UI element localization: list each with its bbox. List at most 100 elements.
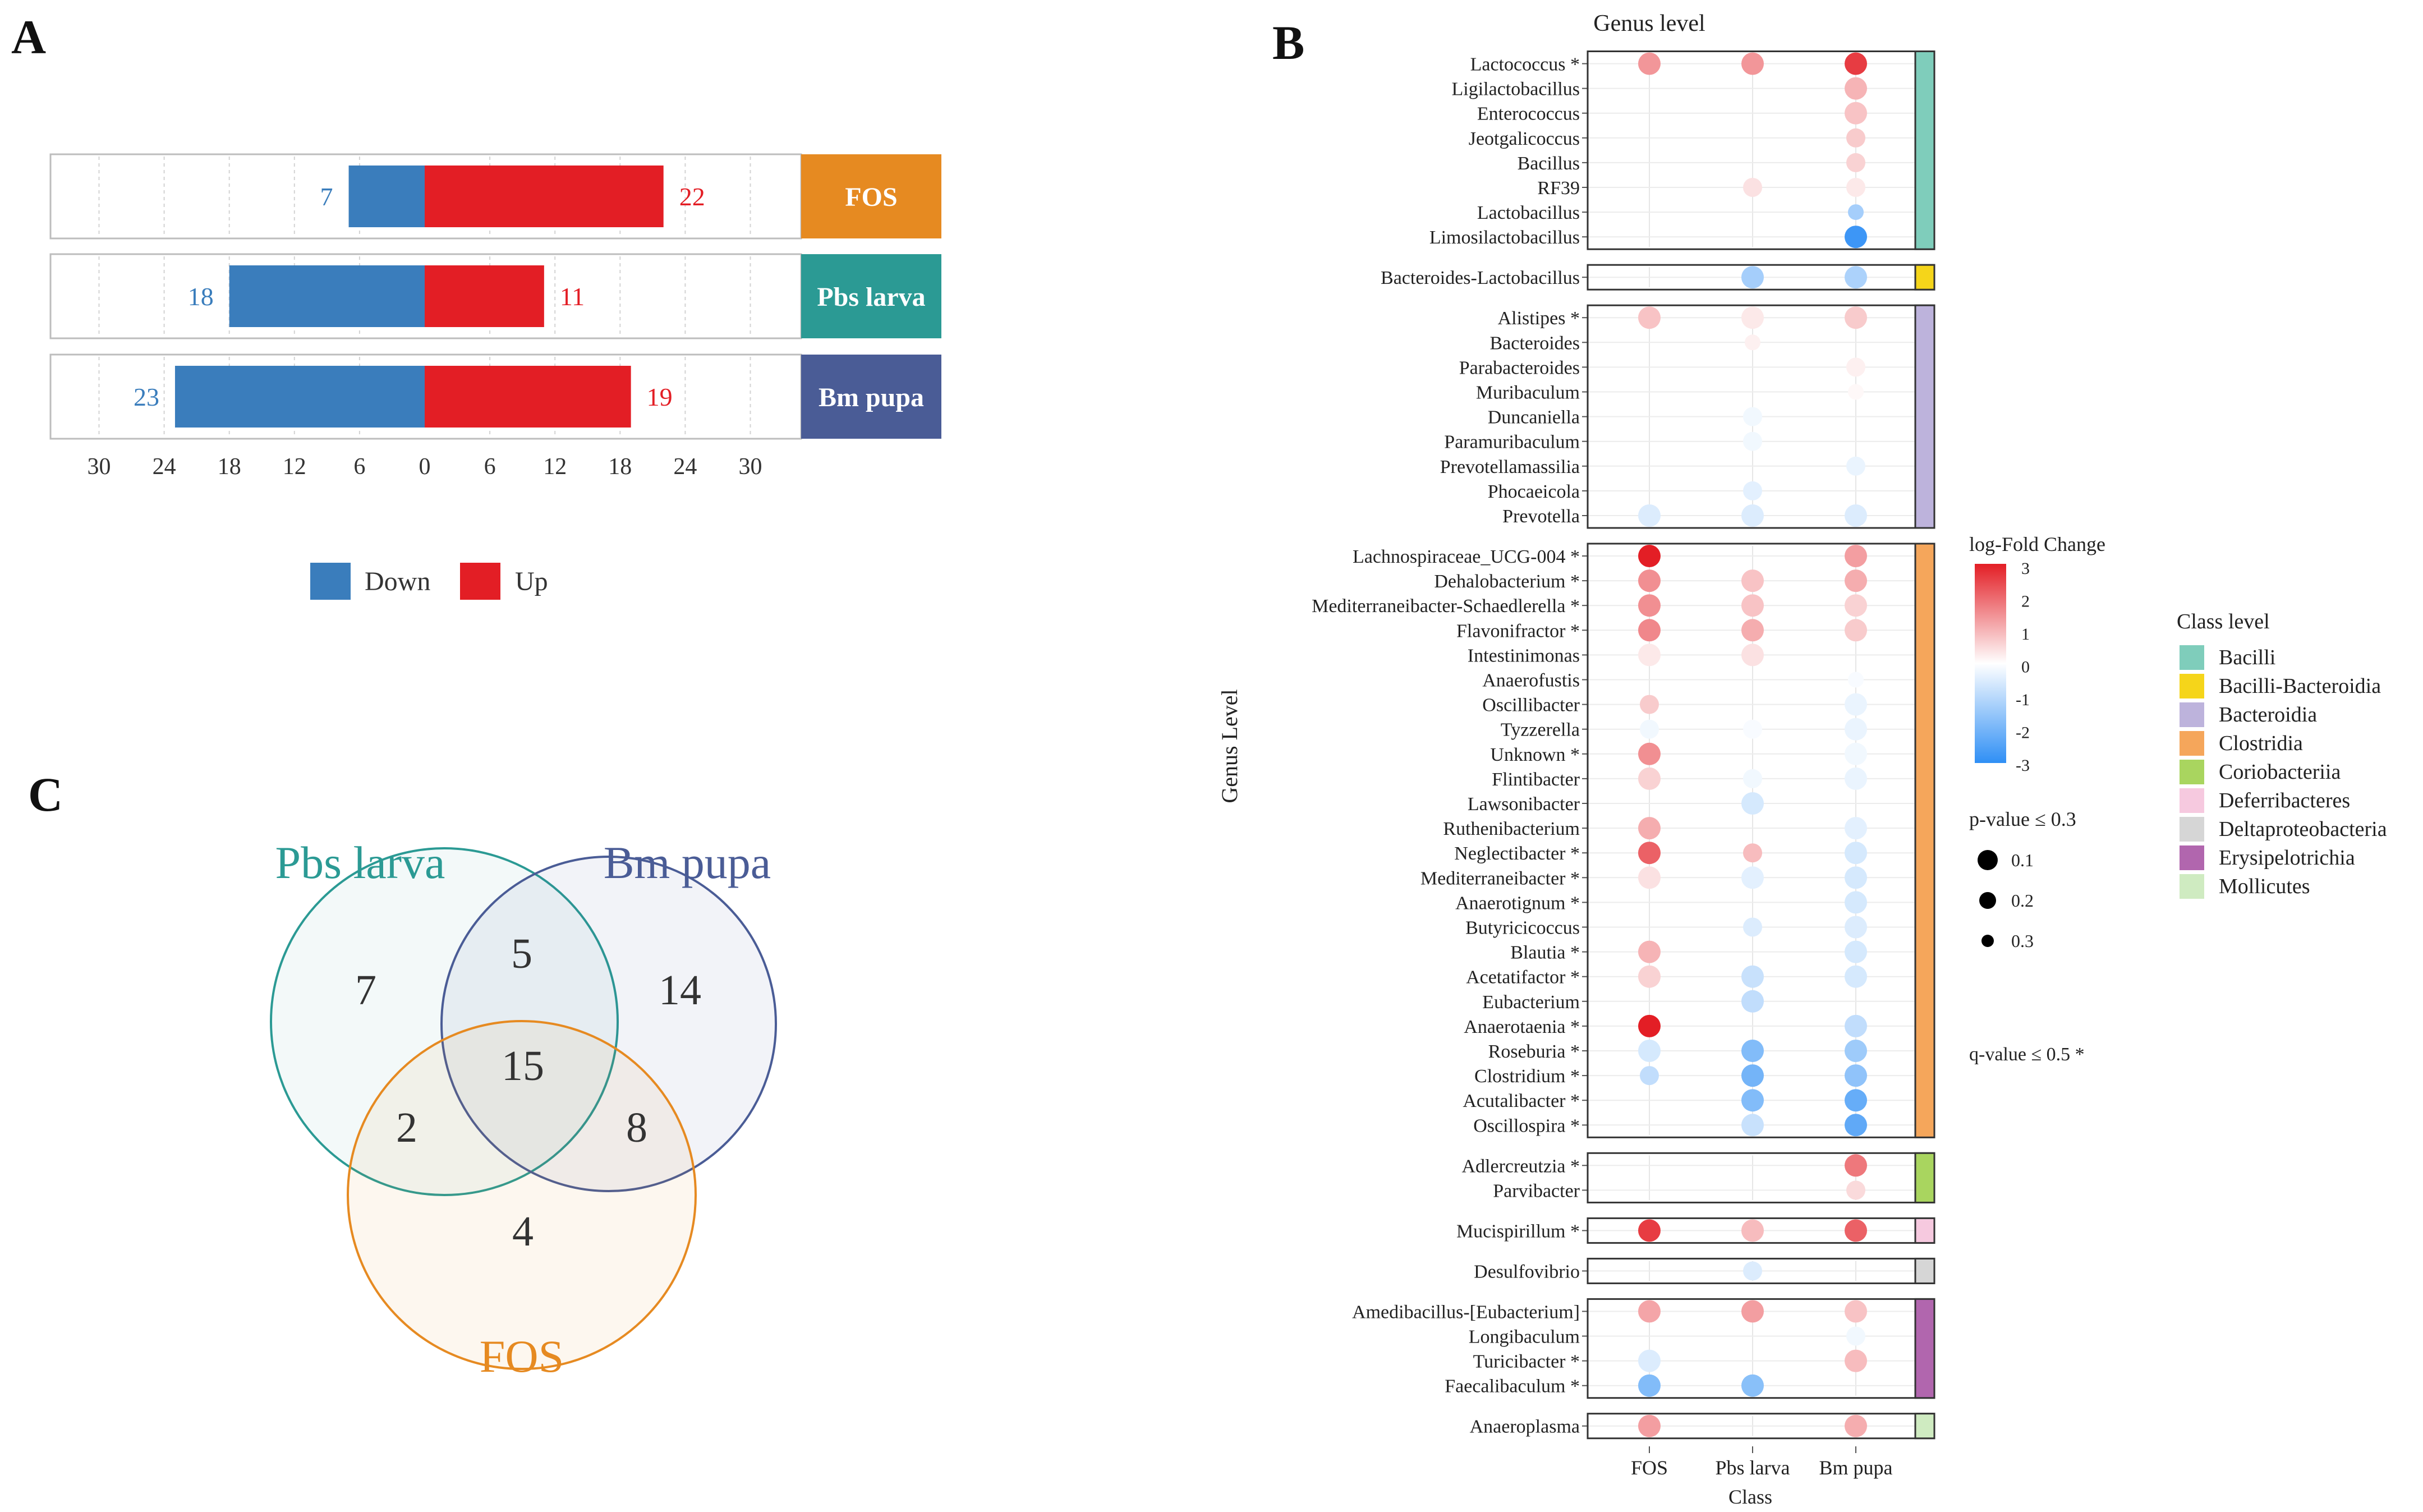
- fold-change-dot: [1846, 357, 1865, 377]
- category-strip: [801, 254, 941, 338]
- data-label-up: 22: [679, 182, 705, 211]
- fold-change-dot: [1845, 1414, 1867, 1437]
- genus-label: Lactococcus *: [1470, 54, 1580, 75]
- fold-change-dot: [1741, 1064, 1764, 1087]
- fold-change-dot: [1638, 965, 1661, 988]
- fold-change-dot: [1741, 792, 1764, 815]
- fold-change-dot: [1638, 619, 1661, 642]
- color-legend-tick: 0: [2021, 658, 2030, 677]
- genus-label: Bacteroides-Lactobacillus: [1381, 268, 1580, 288]
- genus-label: Ruthenibacterium: [1443, 819, 1580, 839]
- class-legend-label: Bacilli-Bacteroidia: [2219, 674, 2381, 698]
- class-legend-label: Coriobacteriia: [2219, 760, 2341, 784]
- fold-change-dot: [1741, 306, 1764, 329]
- fold-change-dot: [1741, 866, 1764, 889]
- fold-change-dot: [1845, 545, 1867, 567]
- fold-change-dot: [1638, 1300, 1661, 1323]
- genus-label: Enterococcus: [1477, 104, 1580, 125]
- fold-change-dot: [1845, 569, 1867, 592]
- legend-label-up: Up: [515, 567, 548, 596]
- x-tick-label: 30: [88, 454, 111, 480]
- data-label-up: 11: [560, 282, 585, 311]
- fold-change-dot: [1846, 1180, 1865, 1200]
- fold-change-dot: [1845, 693, 1867, 716]
- genus-label: Flintibacter: [1492, 769, 1580, 790]
- color-legend-title: log-Fold Change: [1969, 533, 2105, 555]
- genus-label: Blautia *: [1510, 943, 1580, 963]
- genus-label: Adlercreutzia *: [1462, 1156, 1580, 1176]
- genus-label: Neglectibacter *: [1454, 843, 1580, 864]
- class-legend-title: Class level: [2177, 610, 2270, 633]
- fold-change-dot: [1638, 1349, 1661, 1372]
- size-legend-label: 0.3: [2011, 931, 2034, 951]
- class-color-bar: [1914, 1413, 1935, 1440]
- color-legend-tick: -2: [2016, 724, 2030, 742]
- genus-label: Oscillospira *: [1473, 1115, 1580, 1136]
- legend-label-down: Down: [365, 567, 430, 596]
- size-legend-dot: [1979, 892, 1996, 909]
- fold-change-dot: [1845, 226, 1867, 249]
- size-legend-dot: [1981, 935, 1994, 947]
- fold-change-dot: [1845, 306, 1867, 329]
- venn-set-label-fos: FOS: [480, 1331, 564, 1382]
- genus-label: Ligilactobacillus: [1452, 79, 1580, 100]
- class-legend-label: Bacteroidia: [2219, 703, 2317, 727]
- fold-change-dot: [1743, 431, 1762, 451]
- venn-count-pbs-bm: 5: [511, 930, 532, 977]
- genus-label: Anaerotaenia *: [1464, 1017, 1580, 1037]
- color-legend-tick: 3: [2021, 559, 2030, 578]
- fold-change-dot: [1845, 102, 1867, 125]
- size-legend-dot: [1978, 850, 1998, 870]
- class-color-bar: [1914, 264, 1935, 291]
- x-tick-label: 0: [419, 454, 431, 480]
- fold-change-dot: [1743, 719, 1762, 739]
- fold-change-dot: [1848, 384, 1864, 400]
- fold-change-dot: [1741, 52, 1764, 75]
- class-legend-swatch: [2180, 645, 2204, 670]
- genus-label: Bacteroides: [1490, 333, 1580, 353]
- column-label: Pbs larva: [1716, 1456, 1790, 1479]
- genus-label: Parvibacter: [1493, 1180, 1580, 1201]
- genus-label: Longibaculum: [1469, 1327, 1580, 1348]
- class-legend-swatch: [2180, 788, 2204, 813]
- fold-change-dot: [1640, 719, 1659, 739]
- fold-change-dot: [1638, 52, 1661, 75]
- fold-change-dot: [1743, 407, 1762, 426]
- color-legend-bar: [1975, 564, 2006, 763]
- panel-label-c: C: [28, 768, 63, 821]
- class-color-bar: [1914, 304, 1935, 529]
- fold-change-dot: [1845, 619, 1867, 642]
- class-legend-swatch: [2180, 702, 2204, 727]
- venn-circle-fos: [347, 1020, 697, 1370]
- venn-circle-pbs-larva: [270, 847, 619, 1196]
- data-label-up: 19: [647, 383, 673, 411]
- fold-change-dot: [1845, 817, 1867, 840]
- class-color-bar: [1914, 1257, 1935, 1284]
- fold-change-dot: [1638, 767, 1661, 790]
- fold-change-dot: [1743, 917, 1762, 937]
- class-legend-label: Deltaproteobacteria: [2219, 817, 2387, 841]
- fold-change-dot: [1638, 817, 1661, 840]
- genus-label: Mediterraneibacter-Schaedlerella *: [1312, 596, 1580, 617]
- fold-change-dot: [1848, 204, 1864, 220]
- category-strip: [801, 355, 941, 439]
- heatmap-title: Genus level: [1593, 11, 1705, 36]
- venn-count-fos-only: 4: [512, 1208, 534, 1255]
- fold-change-dot: [1743, 843, 1762, 863]
- class-legend-swatch: [2180, 674, 2204, 698]
- bar-up: [425, 166, 664, 227]
- genus-label: Unknown *: [1490, 744, 1580, 765]
- genus-label: Mediterraneibacter *: [1420, 868, 1580, 889]
- genus-label: Dehalobacterium *: [1434, 571, 1580, 592]
- fold-change-dot: [1638, 1040, 1661, 1062]
- genus-label: Prevotella: [1502, 506, 1580, 527]
- class-legend-swatch: [2180, 731, 2204, 756]
- genus-label: Flavonifractor *: [1456, 621, 1580, 641]
- venn-set-label-bm-pupa: Bm pupa: [604, 837, 771, 888]
- venn-count-pbs-only: 7: [355, 967, 376, 1014]
- fold-change-dot: [1845, 594, 1867, 617]
- fold-change-dot: [1845, 940, 1867, 963]
- fold-change-dot: [1741, 1374, 1764, 1397]
- fold-change-dot: [1845, 916, 1867, 939]
